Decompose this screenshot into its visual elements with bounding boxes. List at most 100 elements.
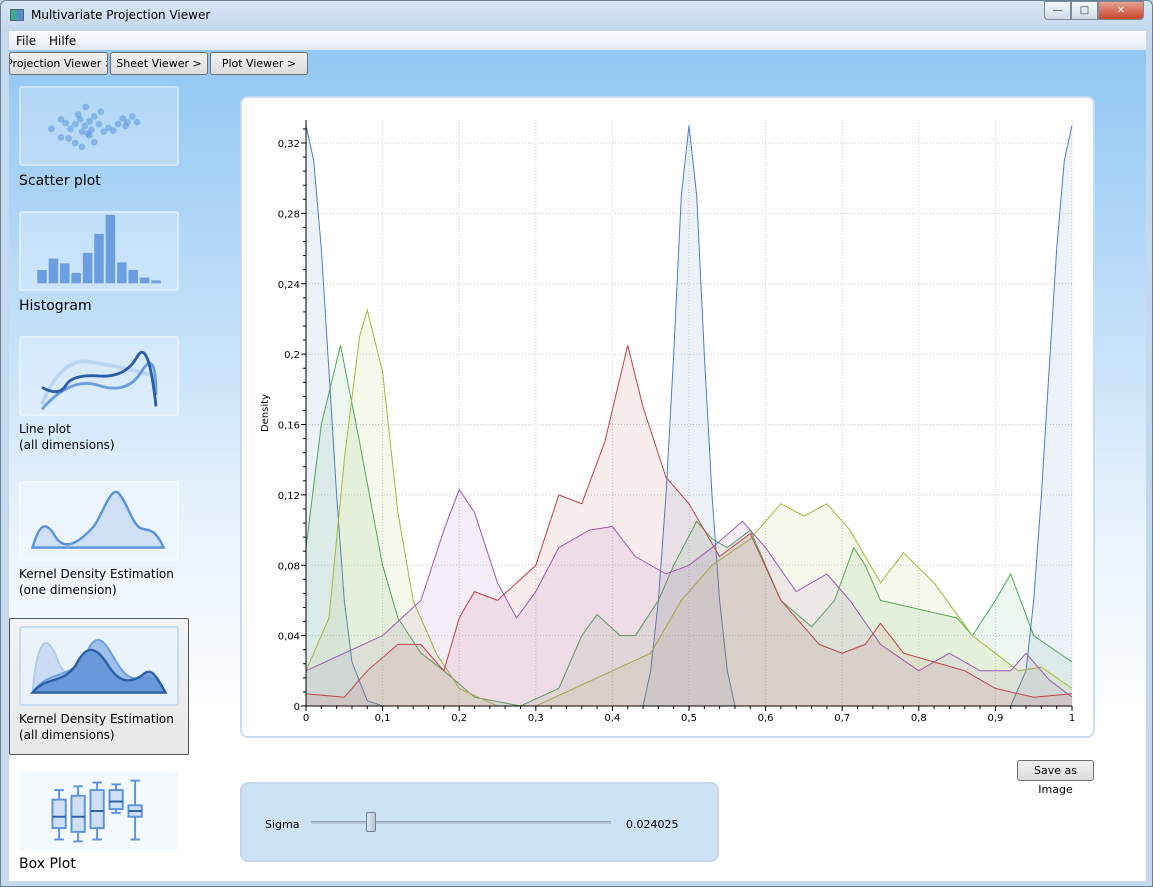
x-tick-label: 1: [1069, 713, 1075, 724]
sigma-slider-handle[interactable]: [366, 812, 376, 832]
projection-viewer-button[interactable]: Projection Viewer >: [9, 52, 108, 75]
sigma-panel: Sigma 0.024025: [240, 782, 719, 862]
y-tick-label: 0,16: [278, 421, 300, 432]
histogram-thumbnail-icon: [19, 211, 179, 291]
sidebar-item-label-line2: (all dimensions): [19, 728, 115, 742]
scatter-dot: [74, 111, 82, 118]
box-body: [51, 798, 67, 830]
scatter-dot: [97, 108, 105, 116]
window-title: Multivariate Projection Viewer: [31, 8, 211, 22]
density-area-3: [306, 489, 1072, 706]
plot-viewer-button[interactable]: Plot Viewer >: [210, 52, 308, 75]
histogram-bar: [105, 214, 116, 284]
histogram-bar: [37, 270, 47, 284]
density-area-1: [306, 345, 1072, 706]
scatter-dot: [88, 126, 95, 134]
scatter-dot: [109, 127, 117, 135]
scatter-dot: [57, 116, 65, 123]
scatter-dot: [86, 132, 93, 139]
sidebar-item-label-line2: (one dimension): [19, 583, 117, 597]
menu-bar: File Hilfe: [9, 31, 1146, 50]
maximize-button[interactable]: □: [1071, 1, 1098, 20]
kde-chart: 0 0,1 0,2 0,3 0,4 0,5 0,6 0,7 0,8 0,9 1 0 0,04 0,08 0,…: [260, 120, 1075, 724]
save-as-image-button[interactable]: Save as Image: [1017, 760, 1094, 796]
scatter-dot: [90, 138, 98, 146]
sheet-viewer-button[interactable]: Sheet Viewer >: [110, 52, 208, 75]
density-curve-0: [305, 125, 1073, 707]
density-area-0: [306, 125, 1072, 706]
scatter-dot: [90, 113, 98, 120]
y-tick-label: 0,28: [278, 209, 300, 220]
scatter-dot: [71, 139, 79, 147]
scatter-dot: [82, 103, 90, 111]
histogram-bar: [71, 272, 81, 284]
scatter-dot: [67, 125, 74, 133]
box-plot-thumbnail-icon: [19, 771, 179, 851]
menu-file[interactable]: File: [16, 34, 37, 48]
kde-all-thumbnail-icon: [19, 626, 179, 706]
box-body: [108, 789, 124, 811]
histogram-bar: [94, 233, 104, 284]
histogram-bar: [128, 270, 138, 284]
scatter-plot-thumbnail-icon: [19, 86, 179, 166]
title-bar: Multivariate Projection Viewer — □ ✕: [1, 1, 1152, 31]
scatter-dot: [78, 128, 86, 136]
sigma-label: Sigma: [265, 818, 300, 831]
scatter-dot: [119, 115, 127, 122]
close-button[interactable]: ✕: [1098, 1, 1144, 20]
scatter-dot: [133, 118, 141, 126]
scatter-dot: [48, 125, 55, 133]
line-plot-thumbnail-icon: [19, 336, 179, 416]
sigma-slider[interactable]: [311, 812, 611, 832]
sidebar-item-label: Scatter plot: [19, 173, 101, 189]
x-tick-label: 0,9: [987, 713, 1003, 724]
y-tick-label: 0,32: [278, 139, 300, 150]
scatter-dot: [122, 122, 129, 130]
sidebar-item-label-line1: Kernel Density Estimation: [19, 567, 174, 581]
scatter-dot: [81, 122, 89, 130]
x-tick-label: 0,6: [758, 713, 774, 724]
y-tick-label: 0,12: [278, 491, 300, 502]
density-curve-3: [305, 488, 1073, 698]
sigma-value: 0.024025: [626, 818, 679, 831]
y-tick-label: 0: [294, 702, 300, 713]
scatter-dot: [62, 119, 70, 127]
x-tick-label: 0,7: [834, 713, 850, 724]
density-area-2: [306, 310, 1072, 706]
sidebar-item-label-line2: (all dimensions): [19, 438, 115, 452]
sidebar-item-label: Histogram: [19, 298, 92, 314]
x-tick-label: 0: [303, 713, 309, 724]
scatter-dot: [78, 143, 86, 151]
density-curve-1: [305, 345, 1073, 707]
menu-hilfe[interactable]: Hilfe: [49, 34, 77, 48]
sidebar-item-label: Box Plot: [19, 856, 76, 872]
histogram-bar: [139, 277, 150, 284]
scatter-dot: [114, 120, 122, 128]
chart-panel: 0 0,1 0,2 0,3 0,4 0,5 0,6 0,7 0,8 0,9 1 0 0,04 0,08 0,…: [240, 96, 1095, 738]
app-icon: [10, 9, 24, 21]
x-tick-label: 0,8: [911, 713, 927, 724]
density-area-4: [306, 345, 1072, 706]
x-tick-label: 0,1: [375, 713, 391, 724]
histogram-bar: [151, 280, 161, 284]
density-curve-4: [305, 345, 1073, 698]
minimize-button[interactable]: —: [1044, 1, 1071, 20]
x-tick-label: 0,4: [604, 713, 620, 724]
scatter-dot: [100, 128, 108, 136]
x-tick-label: 0,3: [528, 713, 544, 724]
box-body: [70, 794, 86, 833]
histogram-bar: [60, 263, 70, 284]
scatter-dot: [65, 135, 72, 142]
scatter-dot: [86, 117, 93, 125]
kde-one-thumbnail-icon: [19, 481, 179, 561]
sidebar-item-label-line1: Kernel Density Estimation: [19, 712, 174, 726]
scatter-dot: [57, 134, 65, 141]
box-body: [89, 789, 105, 830]
x-tick-label: 0,5: [681, 713, 697, 724]
y-tick-label: 0,2: [284, 350, 300, 361]
scatter-dot: [128, 113, 136, 120]
sidebar-item-label-line1: Line plot: [19, 422, 71, 436]
scatter-dot: [95, 120, 103, 128]
density-curve-2: [305, 308, 1073, 707]
